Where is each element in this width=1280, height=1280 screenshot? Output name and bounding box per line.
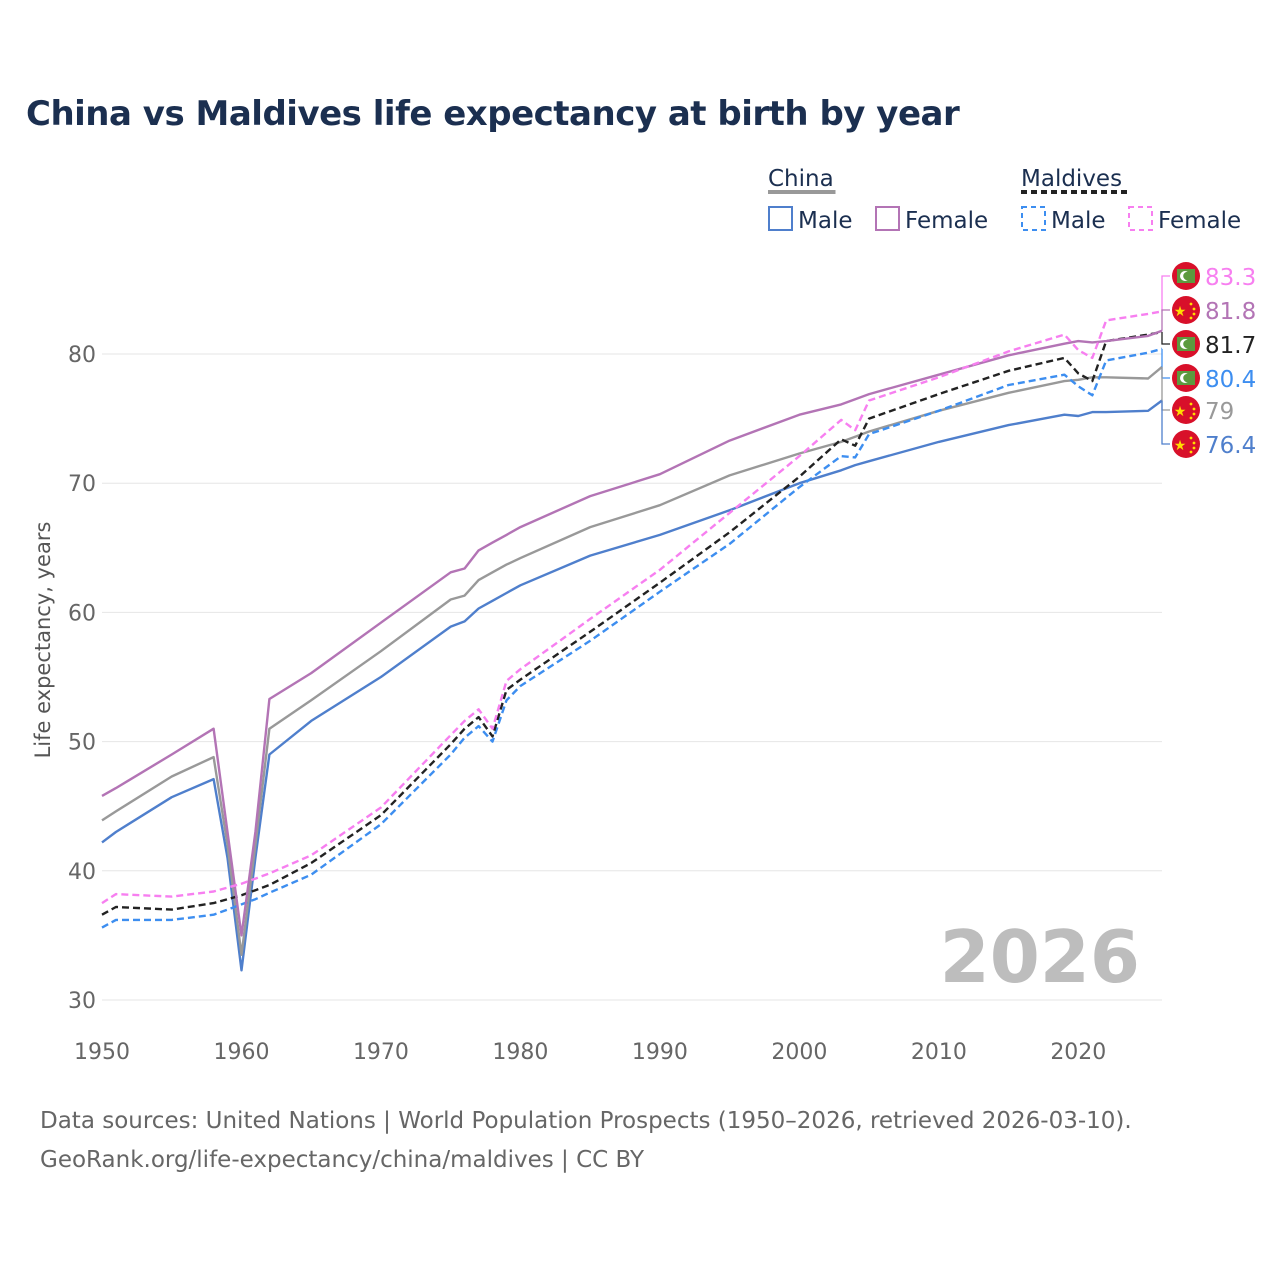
x-tick-label: 2010 bbox=[911, 1040, 967, 1065]
y-tick-label: 80 bbox=[68, 343, 96, 368]
x-tick-label: 1970 bbox=[353, 1040, 409, 1065]
small-star-icon bbox=[1192, 407, 1196, 411]
x-tick-label: 1980 bbox=[492, 1040, 548, 1065]
small-star-icon bbox=[1189, 416, 1193, 420]
legend-item-label: Female bbox=[1158, 208, 1241, 234]
series-line-china bbox=[101, 365, 1163, 956]
star-icon: ★ bbox=[1174, 404, 1187, 420]
end-value-label: 81.7 bbox=[1205, 333, 1256, 359]
end-value-label: 79 bbox=[1205, 399, 1234, 425]
x-tick-label: 1960 bbox=[213, 1040, 269, 1065]
legend-swatch bbox=[1021, 206, 1046, 231]
small-star-icon bbox=[1189, 402, 1193, 406]
x-tick-label: 1950 bbox=[74, 1040, 130, 1065]
series-line-maldives-male bbox=[101, 347, 1163, 929]
china-flag-icon bbox=[1172, 430, 1200, 458]
legend-item-label: Male bbox=[1051, 208, 1105, 234]
y-tick-label: 60 bbox=[68, 601, 96, 626]
x-tick-label: 2020 bbox=[1050, 1040, 1106, 1065]
legend-group-title: China bbox=[768, 166, 834, 192]
legend-swatch bbox=[768, 206, 793, 231]
leader-line bbox=[1161, 275, 1170, 312]
crescent-cutout bbox=[1183, 271, 1192, 281]
small-star-icon bbox=[1192, 446, 1196, 450]
legend-item-label: Female bbox=[905, 208, 988, 234]
small-star-icon bbox=[1192, 412, 1196, 416]
y-tick-label: 70 bbox=[68, 472, 96, 497]
china-flag-icon bbox=[1172, 296, 1200, 324]
end-value-label: 76.4 bbox=[1205, 433, 1256, 459]
small-star-icon bbox=[1192, 312, 1196, 316]
small-star-icon bbox=[1189, 450, 1193, 454]
crescent-cutout bbox=[1183, 373, 1192, 383]
end-value-label: 83.3 bbox=[1205, 265, 1256, 291]
end-value-label: 81.8 bbox=[1205, 299, 1256, 325]
small-star-icon bbox=[1192, 441, 1196, 445]
series-line-maldives-female bbox=[101, 310, 1163, 905]
end-value-label: 80.4 bbox=[1205, 367, 1256, 393]
source-url[interactable]: GeoRank.org/life-expectancy/china/maldiv… bbox=[40, 1147, 645, 1173]
small-star-icon bbox=[1192, 307, 1196, 311]
crescent-cutout bbox=[1183, 339, 1192, 349]
source-text: Data sources: United Nations | World Pop… bbox=[40, 1108, 1132, 1134]
leader-line bbox=[1161, 400, 1170, 445]
year-watermark: 2026 bbox=[940, 915, 1140, 999]
y-axis-label: Life expectancy, years bbox=[31, 522, 55, 759]
leader-line bbox=[1161, 366, 1170, 411]
legend-group-title: Maldives bbox=[1021, 166, 1122, 192]
legend-item-label: Male bbox=[798, 208, 852, 234]
series-line-china-male bbox=[101, 399, 1163, 972]
star-icon: ★ bbox=[1174, 438, 1187, 454]
star-icon: ★ bbox=[1174, 304, 1187, 320]
x-tick-label: 1990 bbox=[632, 1040, 688, 1065]
china-flag-icon bbox=[1172, 396, 1200, 424]
legend-swatch bbox=[1128, 206, 1153, 231]
series-line-china-female bbox=[101, 329, 1163, 937]
small-star-icon bbox=[1189, 436, 1193, 440]
small-star-icon bbox=[1189, 316, 1193, 320]
y-tick-label: 40 bbox=[68, 860, 96, 885]
series-line-maldives bbox=[101, 330, 1163, 916]
x-tick-label: 2000 bbox=[771, 1040, 827, 1065]
y-tick-label: 30 bbox=[68, 989, 96, 1014]
small-star-icon bbox=[1189, 302, 1193, 306]
leader-line bbox=[1161, 332, 1170, 345]
legend-swatch bbox=[875, 206, 900, 231]
leader-line bbox=[1161, 348, 1170, 379]
chart-title: China vs Maldives life expectancy at bir… bbox=[26, 94, 960, 134]
y-tick-label: 50 bbox=[68, 731, 96, 756]
leader-line bbox=[1161, 309, 1170, 331]
